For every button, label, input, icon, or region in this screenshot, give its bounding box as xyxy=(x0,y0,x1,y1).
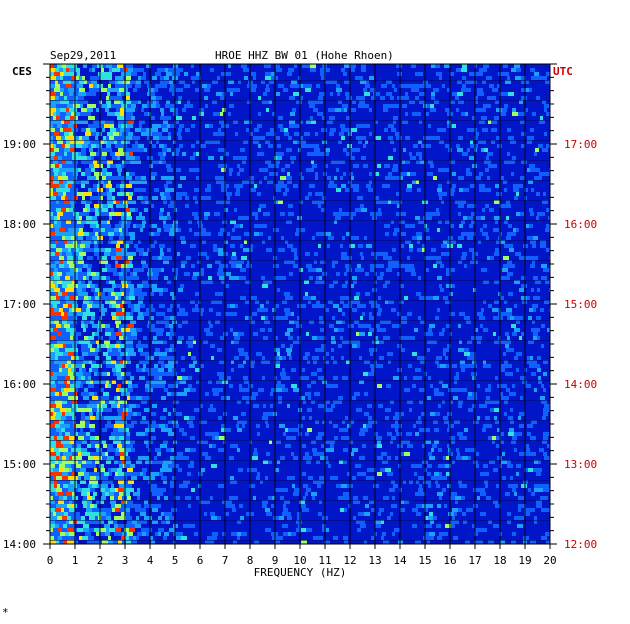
footer-mark: * xyxy=(2,606,9,619)
x-tick-label: 4 xyxy=(147,554,154,567)
x-tick-label: 3 xyxy=(122,554,129,567)
left-time-tick-label: 17:00 xyxy=(3,298,36,311)
x-tick-label: 18 xyxy=(493,554,506,567)
left-time-tick-label: 15:00 xyxy=(3,458,36,471)
plot-area xyxy=(49,63,551,545)
x-axis-label: FREQUENCY (HZ) xyxy=(254,566,347,579)
x-tick-label: 16 xyxy=(443,554,456,567)
right-time-axis: 17:00 16:00 15:00 14:00 13:00 12:00 xyxy=(550,63,597,551)
x-tick-label: 20 xyxy=(543,554,556,567)
x-tick-label: 10 xyxy=(293,554,306,567)
x-tick-label: 8 xyxy=(247,554,254,567)
right-time-tick-label: 13:00 xyxy=(564,458,597,471)
x-tick-label: 1 xyxy=(72,554,79,567)
x-tick-label: 0 xyxy=(47,554,54,567)
frequency-gridlines xyxy=(74,64,526,544)
right-time-tick-label: 16:00 xyxy=(564,218,597,231)
x-tick-label: 5 xyxy=(172,554,179,567)
x-tick-label: 11 xyxy=(318,554,331,567)
x-tick-label: 7 xyxy=(222,554,229,567)
left-time-tick-label: 14:00 xyxy=(3,538,36,551)
x-tick-label: 14 xyxy=(393,554,407,567)
x-tick-label: 9 xyxy=(272,554,279,567)
right-time-tick-label: 17:00 xyxy=(564,138,597,151)
left-time-tick-label: 18:00 xyxy=(3,218,36,231)
chart-title: HROE HHZ BW 01 (Hohe Rhoen) xyxy=(215,49,394,62)
x-tick-label: 13 xyxy=(368,554,381,567)
x-tick-label: 19 xyxy=(518,554,531,567)
spectrogram-texture xyxy=(50,64,550,544)
left-time-tick-label: 16:00 xyxy=(3,378,36,391)
chart-date: Sep29,2011 xyxy=(50,49,116,62)
right-time-tick-label: 12:00 xyxy=(564,538,597,551)
right-timezone-label: UTC xyxy=(553,65,573,78)
x-tick-label: 6 xyxy=(197,554,204,567)
right-time-tick-label: 15:00 xyxy=(564,298,597,311)
x-tick-label: 12 xyxy=(343,554,356,567)
right-time-tick-label: 14:00 xyxy=(564,378,597,391)
x-tick-label: 15 xyxy=(418,554,431,567)
x-tick-label: 2 xyxy=(97,554,104,567)
left-time-tick-label: 19:00 xyxy=(3,138,36,151)
x-axis: 0 1 2 3 4 5 6 7 8 9 10 11 12 13 14 15 16 17 18 19 20 xyxy=(47,544,557,567)
x-tick-label: 17 xyxy=(468,554,481,567)
left-time-axis: 19:00 18:00 17:00 16:00 15:00 14:00 xyxy=(3,63,50,551)
left-timezone-label: CES xyxy=(12,65,32,78)
